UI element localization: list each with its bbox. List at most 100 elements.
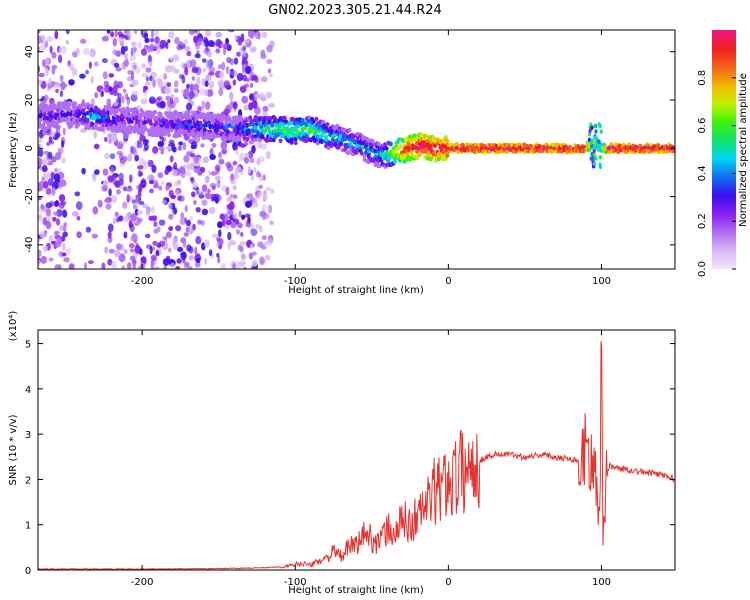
heatmap-cell: [347, 127, 352, 133]
heatmap-cell: [38, 259, 41, 266]
heatmap-cell: [599, 129, 603, 134]
heatmap-cell: [211, 142, 217, 148]
heatmap-cell: [76, 47, 80, 55]
heatmap-cell: [254, 31, 261, 39]
heatmap-cell: [263, 193, 268, 201]
heatmap-cell: [452, 148, 457, 153]
heatmap-cell: [238, 109, 243, 117]
heatmap-cell: [101, 262, 106, 269]
heatmap-cell: [54, 30, 59, 40]
heatmap-cell: [261, 31, 268, 39]
heatmap-cell: [187, 119, 192, 125]
heatmap-cell: [114, 211, 119, 217]
heatmap-cell: [191, 191, 196, 198]
heatmap-cell: [123, 231, 128, 237]
heatmap-cell: [598, 162, 602, 168]
heatmap-cell: [243, 104, 249, 111]
heatmap-cell: [44, 40, 49, 48]
heatmap-cell: [64, 116, 69, 122]
heatmap-cell: [244, 39, 251, 44]
heatmap-cell: [153, 30, 159, 37]
heatmap-cell: [166, 82, 172, 88]
heatmap-cell: [71, 68, 78, 76]
heatmap-cell: [182, 129, 187, 134]
heatmap-cell: [93, 130, 97, 139]
heatmap-cell: [225, 219, 232, 226]
heatmap-cell: [81, 167, 86, 175]
heatmap-cell: [107, 223, 114, 232]
heatmap-cell: [237, 166, 242, 172]
heatmap-cell: [215, 31, 222, 38]
heatmap-cell: [311, 119, 316, 124]
snr-frame: [37, 329, 676, 571]
heatmap-cell: [103, 185, 108, 192]
heatmap-cell: [230, 70, 238, 77]
heatmap-cell: [38, 79, 43, 85]
heatmap-cell: [120, 45, 126, 55]
heatmap-cell: [61, 140, 65, 149]
heatmap-cell: [261, 212, 267, 221]
heatmap-cell: [405, 136, 410, 141]
heatmap-cell: [243, 266, 247, 269]
y-tick-label: 40: [24, 45, 35, 58]
heatmap-cell: [593, 123, 597, 129]
heatmap-cell: [596, 147, 600, 152]
heatmap-cell: [56, 124, 61, 130]
heatmap-cell: [183, 88, 190, 97]
heatmap-cell: [193, 200, 197, 205]
heatmap-cell: [278, 138, 283, 143]
heatmap-cell: [191, 66, 199, 74]
y-tick-label: -20: [24, 188, 35, 204]
heatmap-cell: [248, 115, 253, 120]
heatmap-cell: [201, 41, 205, 47]
heatmap-cell: [150, 260, 154, 269]
heatmap-cell: [131, 258, 137, 266]
figure-title: GN02.2023.305.21.44.R24: [268, 3, 442, 18]
heatmap-cell: [202, 156, 209, 164]
heatmap-cell: [147, 174, 155, 181]
heatmap-cell: [197, 219, 202, 225]
heatmap-cell: [157, 96, 163, 101]
heatmap-cell: [156, 46, 161, 55]
heatmap-cell: [239, 246, 244, 253]
heatmap-cell: [42, 217, 47, 226]
heatmap-cell: [169, 56, 174, 62]
heatmap-cell: [182, 240, 187, 248]
heatmap-cell: [137, 265, 144, 269]
heatmap-cell: [111, 260, 117, 269]
heatmap-cell: [48, 234, 54, 244]
heatmap-cell: [121, 265, 126, 269]
heatmap-cell: [112, 49, 117, 55]
heatmap-cell: [204, 80, 209, 87]
heatmap-cell: [239, 50, 246, 57]
heatmap-cell: [593, 135, 598, 140]
heatmap-cell: [251, 145, 256, 154]
heatmap-cell: [195, 207, 201, 213]
heatmap-cell: [259, 256, 265, 266]
heatmap-cell: [153, 228, 159, 234]
heatmap-cell: [589, 156, 593, 161]
heatmap-cell: [208, 170, 212, 176]
heatmap-cell: [65, 30, 70, 35]
heatmap-cell: [245, 136, 250, 142]
heatmap-cell: [43, 150, 49, 155]
heatmap-cell: [48, 257, 54, 262]
heatmap-cell: [158, 146, 165, 152]
heatmap-cell: [373, 148, 378, 154]
heatmap-cell: [197, 127, 202, 132]
colorbar-ticks: 0.0 0.2 0.4 0.6 0.8: [697, 70, 736, 277]
heatmap-cell: [308, 129, 313, 134]
heatmap-cell: [202, 58, 207, 63]
heatmap-cell: [115, 67, 122, 72]
heatmap-cell: [249, 157, 255, 164]
heatmap-cell: [227, 30, 235, 33]
heatmap-cell: [445, 138, 450, 144]
heatmap-cell: [93, 122, 98, 127]
snr-panel: -200 -100 0 100 0 1 2 3 4 5 Height of straight l…: [8, 311, 676, 596]
heatmap-cell: [240, 253, 246, 260]
heatmap-cell: [89, 48, 96, 58]
heatmap-cell: [59, 74, 64, 82]
heatmap-cell: [257, 137, 262, 142]
heatmap-cell: [185, 219, 191, 227]
heatmap-cell: [193, 155, 200, 164]
